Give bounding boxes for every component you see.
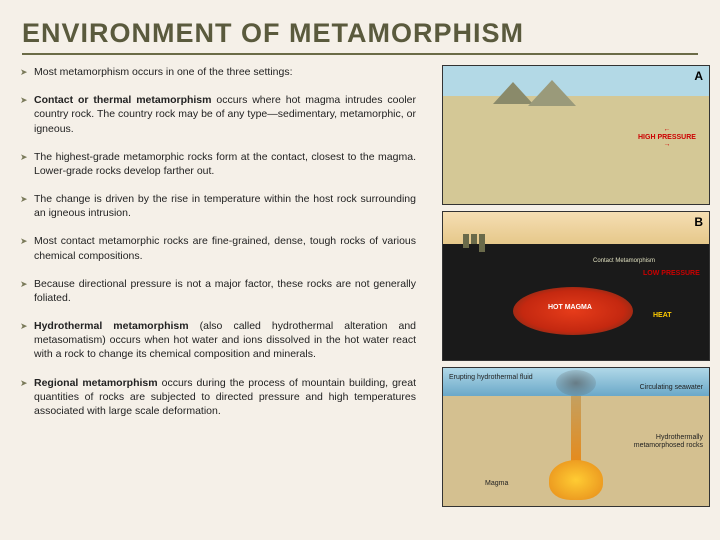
mountain-icon [528, 80, 576, 106]
bullet-text: Regional metamorphism occurs during the … [34, 376, 434, 419]
bullet-text: Because directional pressure is not a ma… [34, 277, 434, 305]
image-column: A ←HIGH PRESSURE→ Contact Metamorphism H… [442, 65, 710, 507]
circulating-label: Circulating seawater [640, 384, 703, 392]
heat-label: HEAT [653, 312, 672, 319]
bullet-marker: ➤ [20, 277, 34, 305]
magma-chamber-icon [549, 460, 603, 500]
bullet-marker: ➤ [20, 319, 34, 362]
bullet-marker: ➤ [20, 150, 34, 178]
pressure-text: HIGH PRESSURE [638, 134, 696, 141]
bold-term: Regional metamorphism [34, 377, 158, 389]
contact-label: Contact Metamorphism [593, 258, 655, 264]
magma-blob [513, 287, 633, 335]
diagram-c: Erupting hydrothermal fluid Circulating … [442, 367, 710, 507]
bullet-item: ➤ Regional metamorphism occurs during th… [10, 376, 434, 419]
bullet-marker: ➤ [20, 192, 34, 220]
diagram-b: Contact Metamorphism HOT MAGMA B LOW PRE… [442, 211, 710, 361]
bullet-marker: ➤ [20, 65, 34, 79]
bullet-item: ➤ The change is driven by the rise in te… [10, 192, 434, 220]
plume-icon [556, 370, 596, 396]
hydrothermal-label: Hydrothermally metamorphosed rocks [633, 434, 703, 449]
diagram-a: A ←HIGH PRESSURE→ [442, 65, 710, 205]
pressure-label-b: LOW PRESSURE [643, 270, 700, 277]
panel-label-a: A [694, 69, 703, 83]
text-column: ➤ Most metamorphism occurs in one of the… [10, 65, 442, 507]
bullet-text: The highest-grade metamorphic rocks form… [34, 150, 434, 178]
bullet-item: ➤ Because directional pressure is not a … [10, 277, 434, 305]
bullet-item: ➤ The highest-grade metamorphic rocks fo… [10, 150, 434, 178]
title-underline [22, 53, 698, 55]
bullet-text: The change is driven by the rise in temp… [34, 192, 434, 220]
bullet-text: Hydrothermal metamorphism (also called h… [34, 319, 434, 362]
bullet-marker: ➤ [20, 234, 34, 262]
bullet-marker: ➤ [20, 376, 34, 419]
bullet-marker: ➤ [20, 93, 34, 136]
content-area: ➤ Most metamorphism occurs in one of the… [0, 65, 720, 507]
bullet-text: Most metamorphism occurs in one of the t… [34, 65, 311, 79]
mountain-icon [493, 82, 533, 104]
buildings-icon [463, 234, 485, 252]
pressure-label: ←HIGH PRESSURE→ [638, 126, 696, 149]
bullet-item: ➤ Contact or thermal metamorphism occurs… [10, 93, 434, 136]
hot-magma-label: HOT MAGMA [548, 304, 592, 311]
vent-icon [571, 396, 581, 464]
bold-term: Hydrothermal metamorphism [34, 320, 189, 332]
bullet-item: ➤ Most metamorphism occurs in one of the… [10, 65, 434, 79]
bold-term: Contact or thermal metamorphism [34, 94, 212, 106]
bullet-text: Contact or thermal metamorphism occurs w… [34, 93, 434, 136]
bullet-item: ➤ Most contact metamorphic rocks are fin… [10, 234, 434, 262]
panel-label-b: B [694, 215, 703, 229]
bullet-item: ➤ Hydrothermal metamorphism (also called… [10, 319, 434, 362]
bullet-text: Most contact metamorphic rocks are fine-… [34, 234, 434, 262]
slide-title: ENVIRONMENT OF METAMORPHISM [0, 0, 720, 53]
magma-label: Magma [485, 480, 508, 488]
erupt-label: Erupting hydrothermal fluid [449, 374, 533, 382]
